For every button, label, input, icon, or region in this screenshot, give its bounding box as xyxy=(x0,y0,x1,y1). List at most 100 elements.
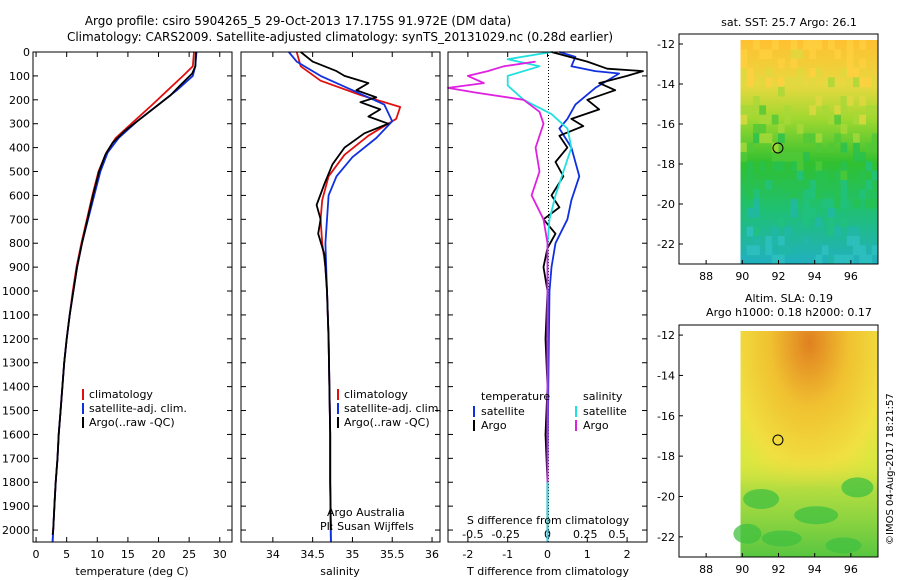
sst-cell xyxy=(753,96,760,106)
sst-cell xyxy=(771,226,779,237)
legend-title-salinity: salinity xyxy=(583,390,623,403)
y-tick-label: 600 xyxy=(9,189,30,202)
salinity-xlabel: salinity xyxy=(320,565,360,578)
sst-cell xyxy=(840,124,848,134)
sst-cell xyxy=(821,105,829,116)
sst-cell xyxy=(746,77,754,88)
y-tick-label: 1800 xyxy=(2,476,30,489)
sst-cell xyxy=(771,254,779,265)
sst-cell xyxy=(765,236,773,246)
sst-cell xyxy=(853,68,860,78)
map-x-tick-label: 92 xyxy=(772,270,786,283)
sst-cell xyxy=(803,40,810,50)
sst-cell xyxy=(834,170,842,181)
sst-cell xyxy=(871,198,879,209)
sst-cell xyxy=(840,105,848,116)
sst-cell xyxy=(815,142,823,153)
sst-map-ticks: 88 90 92 94 96 -12 -14 -16 -18 -20 -22 xyxy=(657,38,858,283)
map-y-tick-label: -14 xyxy=(657,78,675,91)
sst-cell xyxy=(846,40,854,50)
sst-cell xyxy=(815,68,823,78)
sst-cell xyxy=(853,77,860,88)
sst-cell xyxy=(790,180,798,190)
sst-cell xyxy=(765,77,773,88)
sst-cell xyxy=(871,77,879,88)
map-y-tick-label: -18 xyxy=(657,450,675,463)
sst-cell xyxy=(821,170,829,181)
sst-cell xyxy=(771,114,779,125)
map-y-tick-label: -14 xyxy=(657,369,675,382)
map-x-tick-label: 88 xyxy=(699,270,713,283)
sst-cell xyxy=(759,161,767,172)
sst-cell xyxy=(790,40,798,50)
agency-annotation: Argo Australia xyxy=(327,506,405,519)
argo-position-marker xyxy=(772,434,784,446)
salinity-series xyxy=(288,51,402,543)
y-tick-label: 300 xyxy=(9,118,30,131)
sst-cell xyxy=(809,208,817,218)
y-tick-label: 900 xyxy=(9,261,30,274)
sst-cell xyxy=(828,198,835,209)
sst-cell xyxy=(803,198,810,209)
sst-cell xyxy=(846,77,854,88)
sst-cell xyxy=(859,58,867,69)
sst-cell xyxy=(859,152,867,162)
sst-cell xyxy=(871,142,879,153)
sst-map-panel: sat. SST: 25.7 Argo: 26.1 88 90 92 94 96 -12 -… xyxy=(657,16,879,283)
sst-cell xyxy=(753,124,760,134)
figure-title-line2: Climatology: CARS2009. Satellite-adjuste… xyxy=(67,30,613,44)
salinity-axis-ticks: 34 34.5 35 35.5 36 xyxy=(241,51,440,561)
legend-label: Argo xyxy=(481,419,507,432)
sst-cell xyxy=(828,142,835,153)
pi-annotation: PI: Susan Wijffels xyxy=(320,520,414,533)
series-line-satellite-adj-clim- xyxy=(51,51,198,543)
sst-cell xyxy=(746,226,754,237)
sst-cell xyxy=(865,77,873,88)
x-tick-label: 30 xyxy=(213,548,227,561)
sst-cell xyxy=(834,226,842,237)
difference-xlabel: T difference from climatology xyxy=(466,565,629,578)
sst-cell xyxy=(815,170,823,181)
sst-cell xyxy=(853,198,860,209)
y-tick-label: 1400 xyxy=(2,381,30,394)
sst-cell xyxy=(846,226,854,237)
sst-cell xyxy=(834,254,842,265)
sst-cell xyxy=(796,124,804,134)
salinity-tick-label: -0.25 xyxy=(491,528,519,541)
sst-cell xyxy=(809,105,817,116)
salinity-tick-label: 0.25 xyxy=(573,528,598,541)
sst-cell xyxy=(809,77,817,88)
sst-cell xyxy=(846,254,854,265)
y-tick-label: 700 xyxy=(9,213,30,226)
sst-cell xyxy=(853,245,860,256)
sst-cell xyxy=(828,254,835,265)
x-tick-label: 36 xyxy=(425,548,439,561)
sst-cell xyxy=(784,152,792,162)
sst-cell xyxy=(815,254,823,265)
sst-cell xyxy=(871,105,879,116)
sst-cell xyxy=(859,96,867,106)
sla-low-patch xyxy=(794,506,839,525)
sst-cell xyxy=(759,124,767,134)
sst-cell xyxy=(778,77,785,88)
x-tick-label: 15 xyxy=(121,548,135,561)
sla-map-title: Altim. SLA: 0.19 xyxy=(745,292,833,305)
sst-cell xyxy=(771,142,779,153)
y-tick-label: 1900 xyxy=(2,500,30,513)
sst-cell xyxy=(834,49,842,60)
sst-cell xyxy=(809,180,817,190)
map-x-tick-label: 92 xyxy=(772,563,786,576)
sst-cell xyxy=(753,245,760,256)
sst-cell xyxy=(759,105,767,116)
x-tick-label: 34 xyxy=(266,548,280,561)
sst-cell xyxy=(759,77,767,88)
temperature-panel: 0 5 10 15 20 25 300100200300400500600700800900… xyxy=(2,46,233,578)
x-tick-label: 20 xyxy=(152,548,166,561)
sst-cell xyxy=(790,198,798,209)
sst-cell xyxy=(821,180,829,190)
map-y-tick-label: -22 xyxy=(657,238,675,251)
sst-cell xyxy=(828,77,835,88)
x-tick-label: 35.5 xyxy=(380,548,405,561)
sst-cell xyxy=(853,142,860,153)
sst-cell xyxy=(859,245,867,256)
